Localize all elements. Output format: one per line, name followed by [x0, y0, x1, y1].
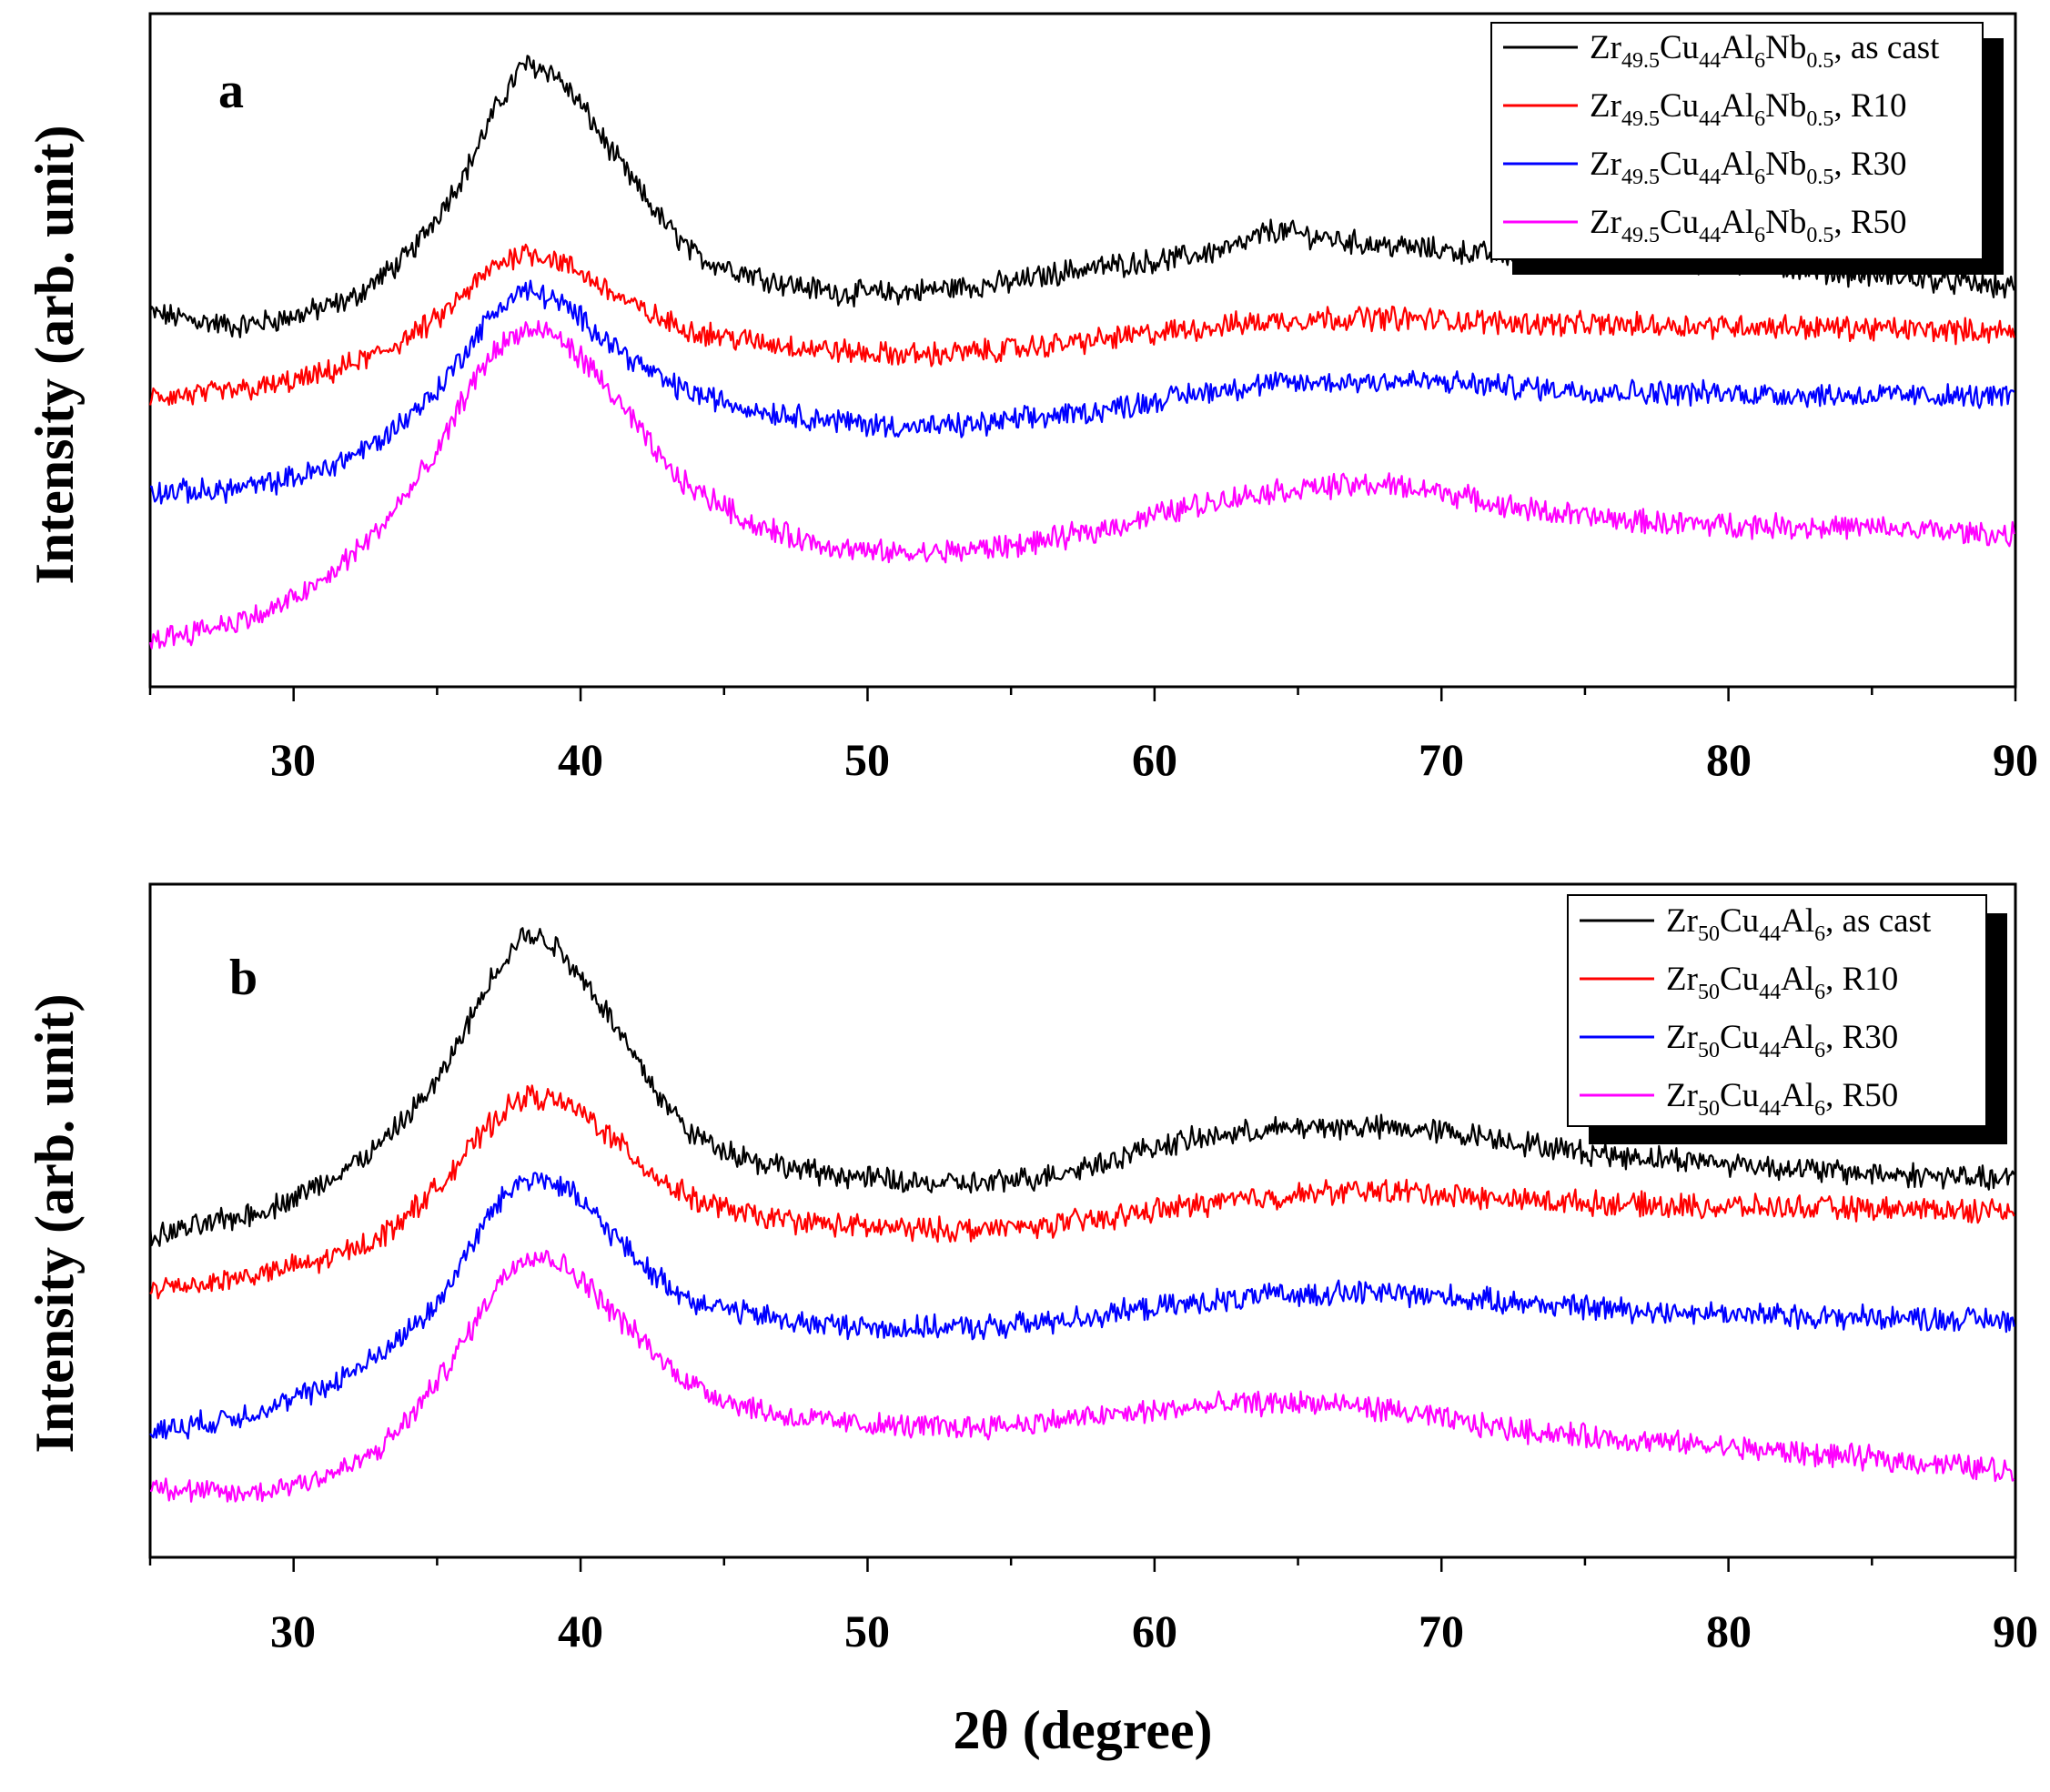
panel-b-legend-label-r50: Zr50Cu44Al6, R50 — [1666, 1077, 1898, 1121]
panel-b-series-r10-line — [149, 1084, 2015, 1300]
panel-b-legend-label-r10: Zr50Cu44Al6, R10 — [1666, 961, 1898, 1004]
panel-b-legend-box — [1567, 894, 1987, 1127]
panel-a-legend-label-r30: Zr49.5Cu44Al6Nb0.5, R30 — [1590, 146, 1907, 189]
panel-b-legend-item-as-cast: Zr50Cu44Al6, as cast — [1580, 902, 1932, 946]
panel-b-y-axis-title: Intensity (arb. unit) — [25, 993, 85, 1453]
panel-b-x-tick-labels: 30 40 50 60 70 80 90 — [270, 1606, 2038, 1656]
panel-a-tick-label-90: 90 — [1993, 734, 2038, 785]
panel-a-legend-item-r10: Zr49.5Cu44Al6Nb0.5, R10 — [1503, 87, 1907, 131]
panel-a-x-tick-labels: 30 40 50 60 70 80 90 — [270, 734, 2038, 785]
panel-a-legend-item-as-cast: Zr49.5Cu44Al6Nb0.5, as cast — [1503, 29, 1940, 73]
panel-a-legend-entries: Zr49.5Cu44Al6Nb0.5, as cast Zr49.5Cu44Al6… — [1503, 29, 1940, 247]
panel-a-x-ticks — [148, 687, 2017, 701]
x-axis-title: 2θ (degree) — [953, 1700, 1212, 1760]
panel-b-legend-label-r30: Zr50Cu44Al6, R30 — [1666, 1019, 1898, 1062]
panel-a-series-r10-line — [148, 243, 2015, 407]
panel-a-tick-label-50: 50 — [844, 734, 890, 785]
panel-b-tick-label-40: 40 — [558, 1606, 603, 1656]
panel-b-series-as-cast-line — [148, 927, 2015, 1247]
panel-a-legend-item-r30: Zr49.5Cu44Al6Nb0.5, R30 — [1503, 146, 1907, 189]
panel-b-label: b — [229, 950, 258, 1006]
panel-b-legend-item-r10: Zr50Cu44Al6, R10 — [1580, 961, 1898, 1004]
panel-b-series-r50-line — [150, 1249, 2015, 1503]
panel-b-tick-label-70: 70 — [1419, 1606, 1464, 1656]
panel-a-label: a — [218, 63, 244, 119]
panel-a-series-lines — [148, 55, 2015, 649]
panel-b-series-r30-line — [149, 1172, 2015, 1440]
panel-a-tick-label-80: 80 — [1706, 734, 1752, 785]
panel-a-tick-label-70: 70 — [1419, 734, 1464, 785]
panel-a-series-r30-line — [149, 279, 2015, 505]
panel-a-legend-label-as-cast: Zr49.5Cu44Al6Nb0.5, as cast — [1590, 29, 1940, 73]
panel-b: b Intensity (arb. unit) 30 40 50 60 70 8… — [25, 882, 2038, 1656]
panel-b-tick-label-90: 90 — [1993, 1606, 2038, 1656]
panel-b-legend-entries: Zr50Cu44Al6, as cast Zr50Cu44Al6, R10 Zr50… — [1580, 902, 1932, 1121]
panel-a-legend-item-r50: Zr49.5Cu44Al6Nb0.5, R50 — [1503, 204, 1907, 247]
panel-a-tick-label-60: 60 — [1132, 734, 1177, 785]
panel-b-tick-label-80: 80 — [1706, 1606, 1752, 1656]
panel-b-x-ticks — [148, 1557, 2017, 1572]
panel-b-tick-label-50: 50 — [844, 1606, 890, 1656]
panel-b-tick-label-30: 30 — [270, 1606, 316, 1656]
panel-a-tick-label-40: 40 — [558, 734, 603, 785]
panel-a-legend-label-r10: Zr49.5Cu44Al6Nb0.5, R10 — [1590, 87, 1907, 131]
panel-a-legend-box — [1490, 22, 1984, 260]
panel-a-y-axis-title: Intensity (arb. unit) — [25, 125, 85, 584]
panel-a-series-r50-line — [148, 319, 2015, 649]
panel-a-legend: Zr49.5Cu44Al6Nb0.5, as cast Zr49.5Cu44Al6… — [1490, 22, 2004, 275]
panel-b-legend: Zr50Cu44Al6, as cast Zr50Cu44Al6, R10 Zr50… — [1567, 894, 2007, 1144]
panel-b-legend-label-as-cast: Zr50Cu44Al6, as cast — [1666, 902, 1932, 946]
panel-a: a Intensity (arb. unit) 30 40 50 60 70 8… — [25, 12, 2038, 785]
panel-b-legend-item-r50: Zr50Cu44Al6, R50 — [1580, 1077, 1898, 1121]
panel-b-tick-label-60: 60 — [1132, 1606, 1177, 1656]
panel-a-legend-label-r50: Zr49.5Cu44Al6Nb0.5, R50 — [1590, 204, 1907, 247]
panel-a-tick-label-30: 30 — [270, 734, 316, 785]
panel-b-series-lines — [148, 927, 2015, 1503]
panel-b-legend-item-r30: Zr50Cu44Al6, R30 — [1580, 1019, 1898, 1062]
